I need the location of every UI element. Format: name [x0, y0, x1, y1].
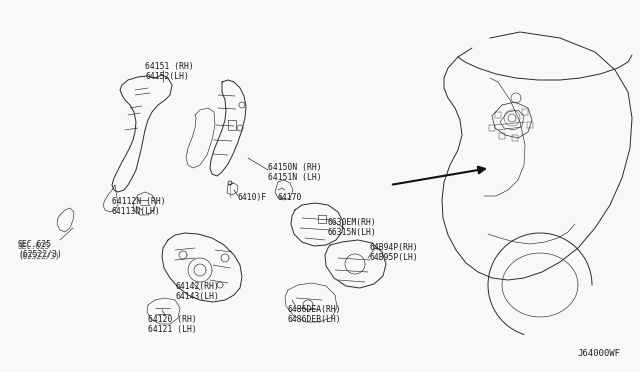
Text: 64112N (RH)
64113N(LH): 64112N (RH) 64113N(LH): [112, 197, 166, 217]
Text: 64151 (RH)
64152(LH): 64151 (RH) 64152(LH): [145, 62, 194, 81]
Text: 64120 (RH)
64121 (LH): 64120 (RH) 64121 (LH): [148, 315, 196, 334]
Text: SEC.625
(62522/3): SEC.625 (62522/3): [18, 242, 60, 262]
Text: 64150N (RH)
64151N (LH): 64150N (RH) 64151N (LH): [268, 163, 322, 182]
Text: 64142(RH)
64143(LH): 64142(RH) 64143(LH): [175, 282, 219, 301]
Text: 6486DEA(RH)
6486DEB(LH): 6486DEA(RH) 6486DEB(LH): [288, 305, 342, 324]
Text: 64B94P(RH)
64B95P(LH): 64B94P(RH) 64B95P(LH): [370, 243, 419, 262]
Text: J64000WF: J64000WF: [577, 349, 620, 358]
Text: 6630EM(RH)
66315N(LH): 6630EM(RH) 66315N(LH): [328, 218, 377, 237]
Text: 6410)F: 6410)F: [238, 193, 268, 202]
Text: 64170: 64170: [278, 193, 302, 202]
Text: SEC.625
(62522/3): SEC.625 (62522/3): [18, 240, 62, 259]
